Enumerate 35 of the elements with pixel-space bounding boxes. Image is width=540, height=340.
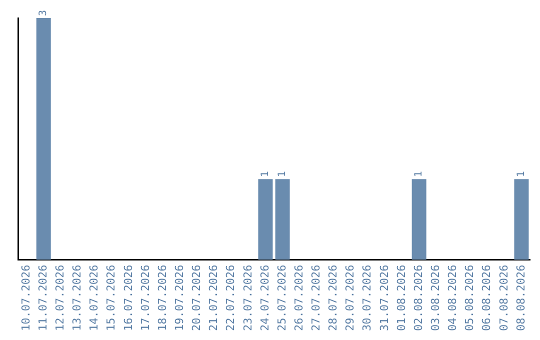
x-tick-label: 28.07.2026 <box>326 264 340 332</box>
data-label: 3 <box>38 10 50 16</box>
data-label: 1 <box>260 171 272 178</box>
x-tick-label: 16.07.2026 <box>122 264 135 332</box>
x-tick-label: 05.08.2026 <box>463 264 476 332</box>
x-tick-label: 10.07.2026 <box>19 264 32 332</box>
x-tick-label: 18.07.2026 <box>156 264 169 332</box>
x-tick-label: 03.08.2026 <box>428 264 442 332</box>
x-tick-label: 30.07.2026 <box>360 264 374 332</box>
x-tick-label: 21.07.2026 <box>207 264 220 332</box>
x-tick-label: 27.07.2026 <box>310 264 323 332</box>
x-tick-label: 23.07.2026 <box>241 264 254 332</box>
x-tick-label: 02.08.2026 <box>412 264 425 332</box>
x-tick-label: 17.07.2026 <box>138 264 152 332</box>
x-tick-label: 06.08.2026 <box>480 264 494 332</box>
data-label: 1 <box>277 171 288 178</box>
x-tick-label: 12.07.2026 <box>54 264 67 332</box>
x-tick-label: 19.07.2026 <box>172 264 186 332</box>
x-tick-label: 13.07.2026 <box>70 264 84 332</box>
x-tick-label: 07.08.2026 <box>497 264 510 332</box>
x-tick-label: 25.07.2026 <box>275 264 288 332</box>
x-tick-label: 22.07.2026 <box>224 264 238 332</box>
x-tick-label: 15.07.2026 <box>104 264 118 332</box>
x-tick-label: 08.08.2026 <box>514 264 528 332</box>
x-tick-label: 04.08.2026 <box>446 264 460 332</box>
data-label: 1 <box>414 171 425 178</box>
x-tick-label: 26.07.2026 <box>292 264 306 332</box>
data-label: 1 <box>516 171 528 178</box>
x-tick-label: 11.07.2026 <box>36 264 50 332</box>
x-tick-label: 01.08.2026 <box>394 264 408 332</box>
x-tick-label: 14.07.2026 <box>88 264 101 332</box>
x-tick-label: 29.07.2026 <box>344 264 357 332</box>
x-tick-label: 20.07.2026 <box>190 264 204 332</box>
x-tick-label: 24.07.2026 <box>258 264 272 332</box>
x-tick-label: 31.07.2026 <box>378 264 391 332</box>
